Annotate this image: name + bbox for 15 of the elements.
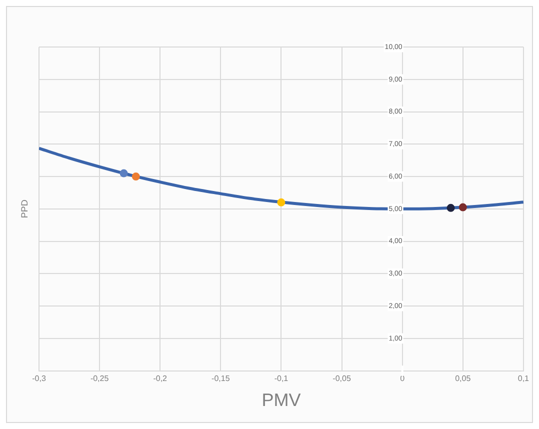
point	[132, 172, 140, 181]
x-tick-label: -0,1	[274, 374, 289, 383]
x-tick-label: -0,3	[32, 374, 46, 383]
x-tick-label: 0,05	[455, 374, 472, 383]
x-tick-label: -0,25	[90, 374, 110, 383]
x-tick-label: -0,05	[332, 374, 352, 383]
x-axis-title: PMV	[262, 390, 301, 410]
point	[120, 169, 128, 178]
x-tick-label: -0,15	[212, 374, 230, 383]
y-axis-title: PPD	[19, 199, 30, 218]
point	[277, 198, 286, 206]
x-tick-label: 0,1	[518, 374, 530, 383]
point	[446, 204, 455, 212]
point	[458, 203, 467, 212]
x-tick-label: -0,2	[153, 374, 168, 383]
